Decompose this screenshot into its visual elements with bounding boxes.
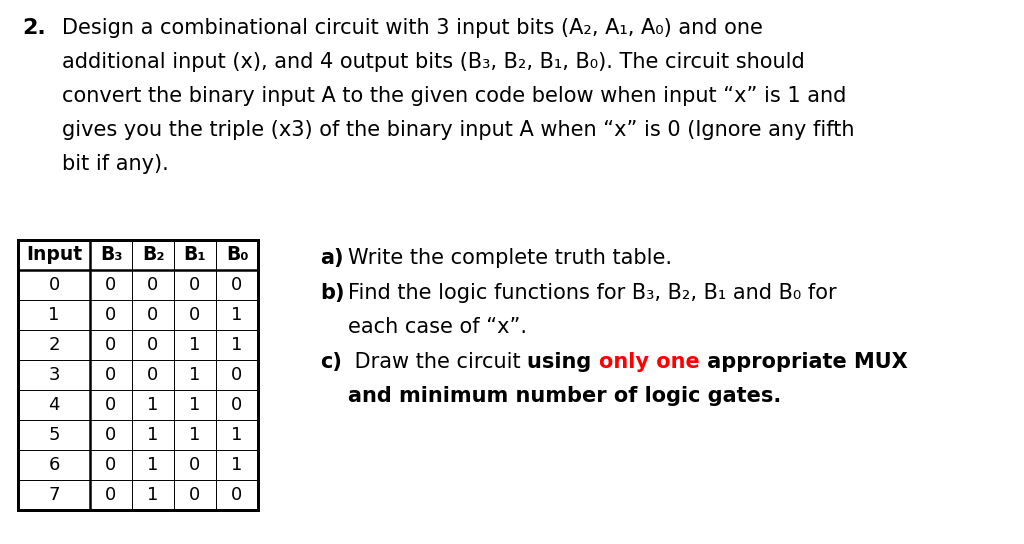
Text: each case of “x”.: each case of “x”. (348, 317, 527, 337)
Text: 1: 1 (48, 306, 59, 324)
Text: 0: 0 (48, 276, 59, 294)
Text: 0: 0 (231, 396, 243, 414)
Text: 1: 1 (147, 396, 159, 414)
Text: 0: 0 (147, 336, 159, 354)
Text: 1: 1 (189, 426, 201, 444)
Text: 0: 0 (147, 366, 159, 384)
Text: 1: 1 (231, 456, 243, 474)
Text: gives you the triple (x3) of the binary input A when “x” is 0 (Ignore any fifth: gives you the triple (x3) of the binary … (62, 120, 854, 140)
Text: 0: 0 (147, 276, 159, 294)
Text: 1: 1 (147, 426, 159, 444)
Text: 0: 0 (105, 426, 117, 444)
Text: 1: 1 (189, 366, 201, 384)
Text: 0: 0 (231, 276, 243, 294)
Text: 0: 0 (189, 276, 201, 294)
Text: 1: 1 (231, 426, 243, 444)
Text: using: using (527, 352, 599, 372)
Text: 7: 7 (48, 486, 59, 504)
Text: 0: 0 (105, 366, 117, 384)
Text: 5: 5 (48, 426, 59, 444)
Text: 4: 4 (48, 396, 59, 414)
Text: 2: 2 (48, 336, 59, 354)
Text: 0: 0 (105, 456, 117, 474)
Text: 0: 0 (105, 306, 117, 324)
Text: 0: 0 (189, 456, 201, 474)
Text: b): b) (319, 283, 344, 303)
Text: 0: 0 (189, 486, 201, 504)
Text: and minimum number of logic gates.: and minimum number of logic gates. (348, 386, 781, 406)
Text: 0: 0 (147, 306, 159, 324)
Text: B₀: B₀ (225, 245, 248, 264)
Text: 0: 0 (105, 396, 117, 414)
Text: 1: 1 (231, 306, 243, 324)
Text: 6: 6 (48, 456, 59, 474)
Text: only one: only one (599, 352, 699, 372)
Text: 0: 0 (105, 276, 117, 294)
Text: a): a) (319, 248, 343, 268)
Text: 0: 0 (105, 486, 117, 504)
Text: 1: 1 (189, 396, 201, 414)
Text: c): c) (319, 352, 342, 372)
Text: Write the complete truth table.: Write the complete truth table. (348, 248, 672, 268)
Text: 3: 3 (48, 366, 59, 384)
Bar (18, 240, 258, 510)
Text: 1: 1 (147, 486, 159, 504)
Text: B₁: B₁ (183, 245, 206, 264)
Text: Input: Input (26, 245, 82, 264)
Text: bit if any).: bit if any). (62, 154, 169, 174)
Text: Draw the circuit: Draw the circuit (348, 352, 527, 372)
Text: additional input (x), and 4 output bits (B₃, B₂, B₁, B₀). The circuit should: additional input (x), and 4 output bits … (62, 52, 805, 72)
Text: 1: 1 (147, 456, 159, 474)
Text: 0: 0 (231, 366, 243, 384)
Text: B₂: B₂ (141, 245, 164, 264)
Text: Find the logic functions for B₃, B₂, B₁ and B₀ for: Find the logic functions for B₃, B₂, B₁ … (348, 283, 837, 303)
Text: 2.: 2. (22, 18, 46, 38)
Text: Design a combinational circuit with 3 input bits (A₂, A₁, A₀) and one: Design a combinational circuit with 3 in… (62, 18, 763, 38)
Text: appropriate MUX: appropriate MUX (699, 352, 907, 372)
Text: convert the binary input A to the given code below when input “x” is 1 and: convert the binary input A to the given … (62, 86, 847, 106)
Text: B₃: B₃ (99, 245, 122, 264)
Text: 0: 0 (189, 306, 201, 324)
Text: 0: 0 (231, 486, 243, 504)
Text: 1: 1 (189, 336, 201, 354)
Text: 1: 1 (231, 336, 243, 354)
Text: 0: 0 (105, 336, 117, 354)
